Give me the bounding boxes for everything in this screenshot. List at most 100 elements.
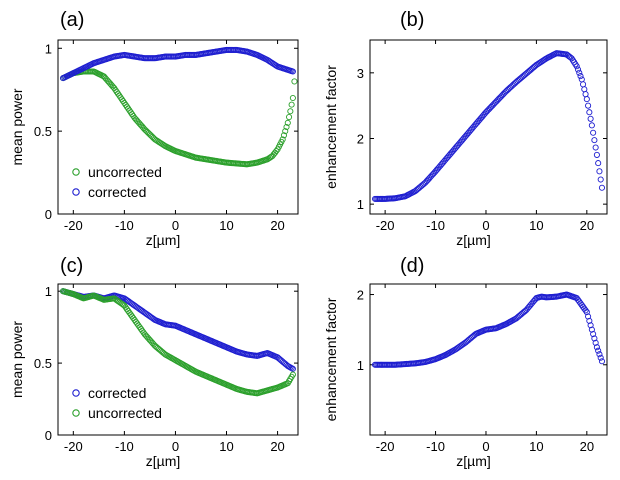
data-point [582, 307, 589, 314]
y-tick-label: 0 [45, 207, 52, 222]
series-data [371, 291, 606, 368]
x-tick-label: -10 [115, 218, 134, 233]
data-point [279, 136, 286, 143]
data-point [289, 365, 296, 372]
data-point [289, 371, 296, 378]
data-point [596, 351, 603, 358]
x-tick-label: 10 [219, 218, 233, 233]
x-axis-label: z[µm] [456, 453, 491, 469]
data-point [592, 144, 599, 151]
y-tick-label: 0 [45, 428, 52, 443]
x-axis-label: z[µm] [146, 453, 181, 469]
x-axis-label: z[µm] [456, 232, 491, 248]
legend-marker [72, 168, 80, 176]
x-tick-label: 20 [580, 439, 594, 454]
data-point [280, 132, 288, 139]
x-tick-label: -20 [376, 218, 395, 233]
legend-label: corrected [88, 385, 146, 401]
y-tick-label: 2 [357, 131, 364, 146]
legend-label: uncorrected [88, 164, 162, 180]
data-point [590, 330, 597, 338]
x-tick-label: 10 [219, 439, 233, 454]
axes-box [57, 283, 299, 436]
chart-panel-2: (b) -20 -10 0 10 20 1 2 3 z[µm] enhancement factor [323, 9, 608, 248]
data-point [577, 73, 584, 80]
data-point [578, 76, 585, 83]
data-point [586, 109, 593, 116]
x-tick-label: -20 [64, 439, 83, 454]
data-point [586, 317, 593, 324]
data-point [574, 66, 582, 73]
data-point [287, 108, 294, 115]
legend-label: corrected [88, 184, 146, 200]
data-point [590, 129, 597, 136]
data-point [283, 123, 290, 131]
y-tick-label: 1 [45, 41, 52, 56]
x-tick-label: 10 [529, 439, 543, 454]
data-point [582, 91, 589, 98]
x-tick-label: -10 [426, 218, 445, 233]
y-axis-label: enhancement factor [323, 297, 339, 421]
x-tick-label: 20 [270, 218, 284, 233]
y-tick-label: 1 [357, 197, 364, 212]
data-point [598, 184, 606, 191]
x-tick-label: 20 [270, 439, 284, 454]
panel-label: (d) [400, 255, 424, 277]
chart-panel-3: (c) -20 -10 0 10 20 0 0.5 1 z[µm] mean power correc… [9, 255, 299, 469]
series-uncorrected [60, 68, 298, 168]
data-point [597, 176, 604, 183]
x-tick-label: -10 [426, 439, 445, 454]
series-corrected [60, 288, 296, 372]
legend-marker [72, 188, 80, 196]
x-tick-label: -10 [115, 439, 134, 454]
panel-label: (c) [60, 255, 83, 277]
data-point [585, 313, 592, 320]
y-axis-label: enhancement factor [323, 65, 339, 189]
x-tick-label: 0 [482, 218, 489, 233]
data-point [580, 81, 587, 88]
axes-box [57, 39, 299, 215]
data-point [588, 326, 595, 333]
data-point [591, 137, 598, 144]
data-point [286, 114, 293, 121]
panel-label: (b) [400, 9, 424, 31]
legend-marker [72, 409, 80, 417]
y-axis-label: mean power [9, 321, 25, 398]
chart-panel-4: (d) -20 -10 0 10 20 1 2 z[µm] enhancement factor [323, 255, 608, 469]
data-point [592, 339, 599, 346]
x-tick-label: 0 [172, 218, 179, 233]
panel-label: (a) [60, 9, 84, 31]
y-tick-label: 2 [357, 288, 364, 303]
series-data [371, 50, 606, 202]
x-tick-label: 20 [580, 218, 594, 233]
chart-panel-1: (a) -20 -10 0 10 20 0 0.5 1 z[µm] mean power uncorr… [9, 9, 299, 248]
data-point [581, 86, 588, 93]
axes-box [369, 39, 608, 215]
data-point [588, 122, 595, 129]
data-point [597, 354, 604, 361]
data-point [288, 101, 295, 108]
x-tick-label: 10 [529, 218, 543, 233]
data-point [587, 115, 594, 122]
data-point [595, 347, 602, 354]
y-tick-label: 1 [45, 284, 52, 299]
data-point [593, 344, 600, 351]
series-uncorrected [60, 288, 296, 397]
y-tick-label: 0.5 [34, 356, 52, 371]
data-point [282, 128, 289, 135]
x-tick-label: 0 [172, 439, 179, 454]
data-point [595, 160, 602, 167]
data-point [583, 309, 590, 316]
data-point [284, 119, 291, 126]
axes-box [369, 283, 608, 436]
data-point [585, 102, 592, 109]
data-point [593, 151, 600, 158]
x-tick-label: -20 [64, 218, 83, 233]
legend-marker [72, 389, 80, 397]
x-tick-label: -20 [376, 439, 395, 454]
data-point [291, 78, 298, 85]
x-tick-label: 0 [482, 439, 489, 454]
data-point [289, 94, 296, 102]
